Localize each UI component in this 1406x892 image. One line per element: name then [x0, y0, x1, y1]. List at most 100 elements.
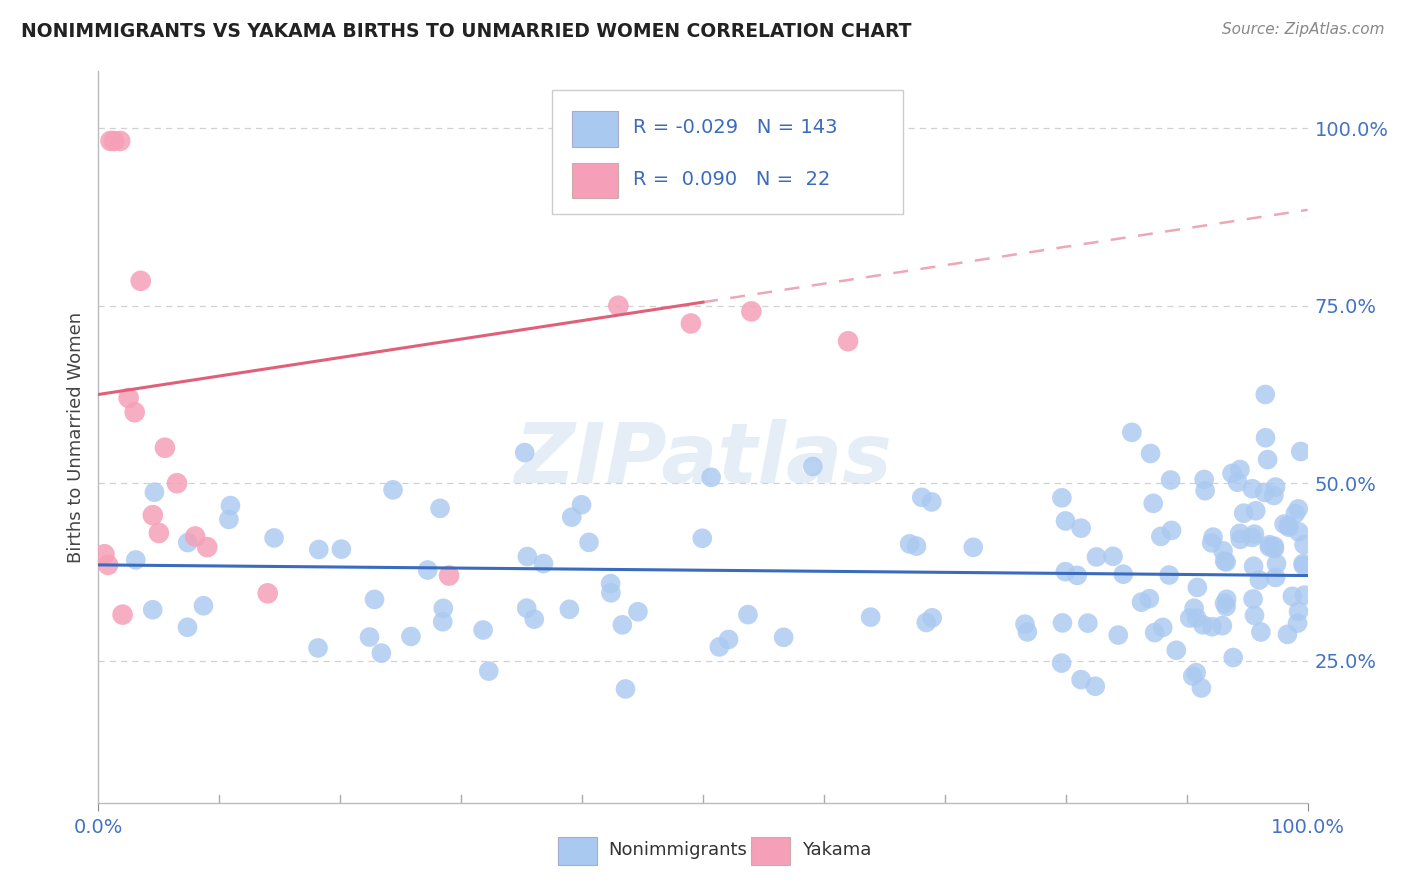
Point	[330, 542, 353, 557]
Point	[1187, 581, 1209, 595]
Point	[1213, 554, 1236, 568]
Point	[627, 605, 650, 619]
Point	[1229, 526, 1251, 541]
Point	[717, 632, 740, 647]
Point	[1192, 472, 1215, 486]
Point	[1264, 480, 1286, 494]
Point	[614, 681, 637, 696]
Point	[176, 620, 198, 634]
Point	[1254, 431, 1277, 445]
Text: Source: ZipAtlas.com: Source: ZipAtlas.com	[1222, 22, 1385, 37]
Point	[599, 576, 621, 591]
Point	[437, 568, 460, 582]
Point	[1201, 536, 1223, 550]
Point	[1052, 615, 1074, 630]
Point	[1286, 616, 1309, 631]
Point	[1139, 446, 1161, 460]
Text: ZIPatlas: ZIPatlas	[515, 418, 891, 500]
Point	[915, 615, 938, 630]
Point	[1084, 679, 1107, 693]
Point	[1202, 530, 1225, 544]
Point	[108, 134, 131, 148]
Point	[308, 542, 330, 557]
Point	[859, 610, 882, 624]
Point	[558, 602, 581, 616]
Point	[100, 134, 122, 148]
Point	[1066, 568, 1088, 582]
Point	[737, 607, 759, 622]
Point	[700, 470, 723, 484]
Point	[1220, 467, 1243, 481]
Point	[184, 529, 207, 543]
Point	[1201, 620, 1223, 634]
Point	[432, 601, 454, 615]
Point	[1142, 496, 1164, 510]
Point	[142, 603, 165, 617]
Point	[740, 304, 762, 318]
Point	[103, 134, 125, 148]
Point	[1215, 592, 1237, 607]
Point	[1212, 544, 1234, 558]
Point	[690, 531, 713, 545]
Point	[516, 601, 538, 615]
Point	[1159, 568, 1181, 582]
Point	[256, 586, 278, 600]
Point	[219, 499, 242, 513]
Point	[1258, 540, 1281, 554]
Point	[607, 299, 630, 313]
Point	[1054, 514, 1077, 528]
Point	[962, 541, 984, 555]
Point	[1222, 650, 1244, 665]
Point	[1211, 618, 1233, 632]
Point	[359, 630, 381, 644]
Point	[1050, 656, 1073, 670]
Point	[125, 553, 148, 567]
Point	[1277, 518, 1299, 533]
Point	[97, 558, 120, 572]
Point	[143, 485, 166, 500]
Point	[1241, 591, 1264, 606]
FancyBboxPatch shape	[572, 112, 619, 146]
Point	[1243, 608, 1265, 623]
Point	[1215, 599, 1237, 614]
Point	[561, 510, 583, 524]
Point	[118, 391, 141, 405]
Point	[1257, 452, 1279, 467]
Point	[1166, 643, 1188, 657]
Point	[1185, 665, 1208, 680]
Point	[516, 549, 538, 564]
Y-axis label: Births to Unmarried Women: Births to Unmarried Women	[66, 311, 84, 563]
Text: NONIMMIGRANTS VS YAKAMA BIRTHS TO UNMARRIED WOMEN CORRELATION CHART: NONIMMIGRANTS VS YAKAMA BIRTHS TO UNMARR…	[21, 22, 911, 41]
Point	[363, 592, 385, 607]
Point	[478, 664, 501, 678]
Point	[1194, 483, 1216, 498]
FancyBboxPatch shape	[572, 163, 619, 198]
FancyBboxPatch shape	[751, 838, 790, 865]
Point	[1152, 620, 1174, 634]
Point	[195, 540, 218, 554]
Point	[1077, 616, 1099, 631]
Point	[307, 640, 329, 655]
Point	[1150, 529, 1173, 543]
Point	[1249, 573, 1271, 587]
Point	[1107, 628, 1129, 642]
Point	[1121, 425, 1143, 440]
Point	[1272, 517, 1295, 532]
Point	[399, 630, 422, 644]
Point	[1254, 387, 1277, 401]
Point	[1160, 473, 1182, 487]
Point	[911, 491, 934, 505]
Point	[1192, 618, 1215, 632]
Point	[432, 615, 454, 629]
Point	[1112, 567, 1135, 582]
FancyBboxPatch shape	[558, 838, 596, 865]
Point	[1284, 507, 1306, 521]
Point	[429, 501, 451, 516]
Point	[1185, 611, 1208, 625]
Point	[148, 525, 170, 540]
Point	[124, 405, 146, 419]
Point	[1277, 627, 1299, 641]
FancyBboxPatch shape	[551, 90, 903, 214]
Point	[905, 539, 928, 553]
Point	[1054, 565, 1077, 579]
